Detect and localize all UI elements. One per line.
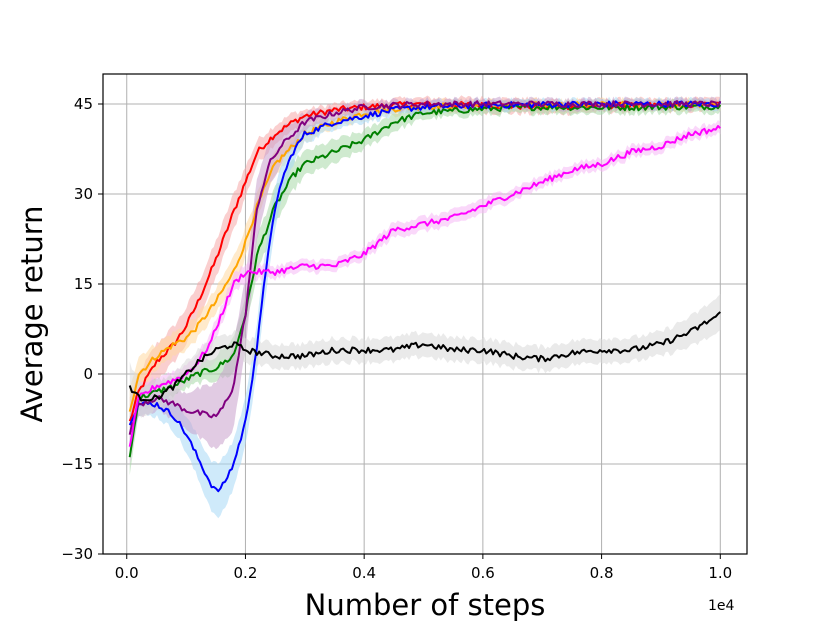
x-tick-label: 1.0 (708, 564, 732, 582)
series-line (128, 103, 722, 458)
y-tick-label: 0 (83, 365, 93, 383)
series-band (129, 96, 721, 519)
series-band (129, 294, 721, 418)
x-tick-label: 0.0 (115, 564, 139, 582)
y-tick-label: 45 (74, 95, 93, 113)
y-axis-label: Average return (15, 206, 49, 423)
y-ticks: −30 −15 0 15 30 45 (61, 95, 103, 563)
x-offset-label: 1e4 (708, 598, 735, 614)
series-band (129, 120, 721, 465)
series-line (128, 100, 722, 493)
series-line (128, 125, 721, 447)
y-tick-label: 15 (74, 275, 93, 293)
y-tick-label: 30 (74, 185, 93, 203)
x-axis-label: Number of steps (305, 588, 546, 622)
series-line (128, 100, 722, 435)
x-tick-label: 0.4 (352, 564, 376, 582)
x-tick-label: 0.8 (590, 564, 614, 582)
series-lines (128, 100, 722, 493)
x-tick-label: 0.6 (471, 564, 495, 582)
x-ticks: 0.0 0.2 0.4 0.6 0.8 1.0 (115, 554, 732, 582)
series-line (128, 311, 721, 402)
confidence-bands (129, 95, 721, 519)
y-tick-label: −30 (61, 545, 93, 563)
plot-frame (102, 73, 748, 555)
x-tick-label: 0.2 (234, 564, 258, 582)
y-tick-label: −15 (61, 455, 93, 473)
